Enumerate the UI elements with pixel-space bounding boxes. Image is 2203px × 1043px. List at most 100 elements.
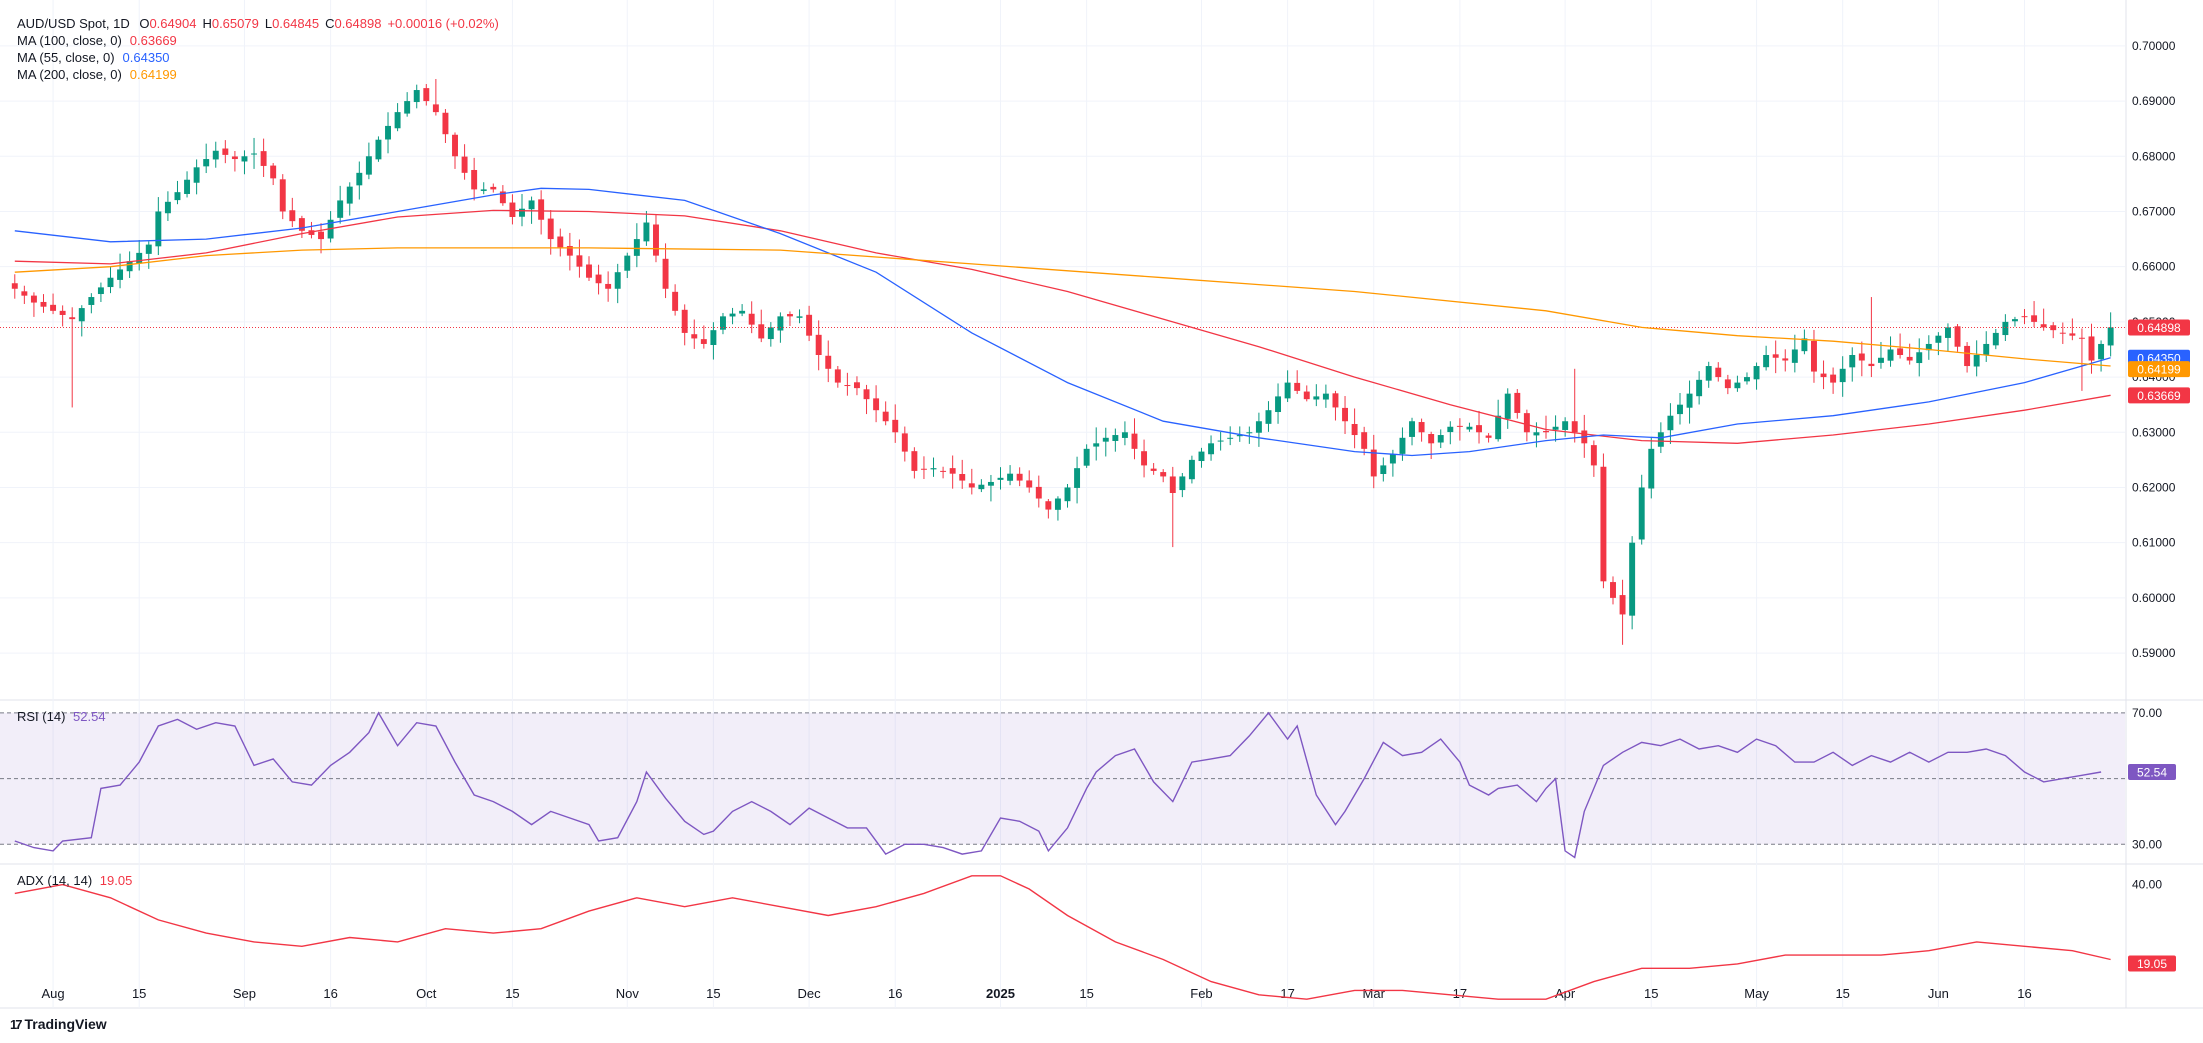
y-tick-label: 0.62000	[2132, 480, 2176, 494]
candle	[1476, 410, 1482, 444]
candle	[815, 320, 822, 371]
candle	[1648, 436, 1655, 499]
candle-body	[1753, 366, 1760, 380]
candle-body	[1083, 448, 1090, 466]
x-tick-label: Apr	[1555, 986, 1576, 1001]
candle-body	[949, 468, 956, 474]
candle	[1246, 426, 1253, 444]
candle-body	[2002, 321, 2009, 336]
x-tick-label: 15	[1644, 986, 1658, 1001]
candle	[844, 372, 851, 396]
candle	[739, 304, 746, 317]
candle	[499, 185, 506, 206]
candle	[251, 137, 258, 169]
candle-body	[1409, 421, 1415, 437]
candle-body	[1897, 348, 1904, 355]
candle-body	[1456, 425, 1463, 427]
candle-body	[806, 314, 813, 336]
candle-body	[155, 211, 162, 247]
candle-body	[681, 309, 688, 333]
candle-body	[1964, 345, 1971, 367]
candle	[69, 307, 76, 408]
x-tick-label: 16	[888, 986, 902, 1001]
candle	[1007, 465, 1014, 486]
candle	[653, 215, 659, 263]
candle-body	[1983, 343, 1990, 355]
candle-body	[1265, 410, 1272, 424]
candle	[1016, 467, 1023, 487]
candle	[1093, 427, 1100, 461]
candle	[1772, 340, 1779, 374]
candle-body	[231, 156, 238, 160]
candle-body	[1150, 468, 1157, 471]
candle-body	[1523, 413, 1530, 433]
candle	[423, 84, 430, 106]
candle	[404, 92, 411, 117]
candle-body	[21, 291, 28, 296]
candle	[413, 84, 420, 109]
candle-body	[1188, 459, 1195, 480]
rsi-label: RSI (14)	[17, 709, 66, 724]
moving-average-line	[14, 247, 2111, 367]
candle-body	[2050, 325, 2057, 331]
candle	[1284, 370, 1291, 403]
candle-body	[2059, 332, 2066, 334]
candle	[1141, 439, 1148, 478]
candle-body	[1045, 501, 1052, 510]
x-tick-label: Feb	[1190, 986, 1212, 1001]
candle-body	[212, 150, 219, 160]
candle-body	[557, 236, 564, 248]
candle-body	[595, 274, 602, 284]
candle	[40, 294, 47, 313]
candle	[385, 112, 391, 154]
candle-body	[452, 134, 458, 157]
candle-body	[136, 252, 143, 264]
candle-body	[614, 272, 621, 289]
candle	[978, 479, 985, 493]
candle-body	[1667, 415, 1674, 431]
candle-body	[911, 451, 918, 471]
candle-body	[1284, 382, 1291, 399]
candle	[1964, 342, 1971, 373]
candle	[1102, 427, 1109, 457]
candle-body	[710, 330, 717, 345]
chart-legend: AUD/USD Spot, 1D O0.64904 H0.65079 L0.6484…	[17, 15, 499, 83]
candle-body	[1351, 423, 1358, 436]
x-tick-label: 16	[323, 986, 337, 1001]
candle-body	[193, 167, 200, 183]
candle	[279, 174, 286, 220]
candle	[1227, 426, 1234, 446]
candle-body	[538, 199, 545, 220]
x-tick-label: 17	[1453, 986, 1467, 1001]
candle-body	[1820, 373, 1827, 378]
candle-body	[853, 382, 860, 389]
x-tick-label: Dec	[798, 986, 822, 1001]
x-tick-label: 17	[1280, 986, 1294, 1001]
ohlc-item: O0.64904	[139, 16, 197, 31]
candle	[1696, 371, 1703, 405]
candle-body	[968, 483, 975, 488]
candle	[1217, 432, 1224, 451]
ohlc-item: L0.64845	[264, 16, 320, 31]
last-value-label: 0.64199	[2137, 363, 2181, 377]
candle-body	[413, 90, 420, 103]
candle	[882, 401, 889, 426]
last-value-label: 0.64898	[2137, 321, 2181, 335]
candle-body	[624, 255, 631, 271]
candle	[203, 143, 210, 174]
candle-body	[1992, 332, 1999, 346]
tradingview-icon: 17	[10, 1016, 23, 1032]
candle	[2021, 309, 2028, 325]
candle	[825, 340, 832, 383]
candle	[1858, 341, 1865, 377]
candle-body	[117, 269, 124, 280]
candle-body	[298, 218, 305, 231]
candle-body	[528, 200, 535, 210]
rsi-title: RSI (14) 52.54	[17, 709, 106, 724]
candle-body	[1447, 426, 1454, 433]
candle	[365, 142, 372, 180]
candle	[471, 157, 478, 201]
candle	[720, 312, 726, 335]
candle-body	[1973, 355, 1980, 367]
adx-line	[14, 875, 2111, 1000]
